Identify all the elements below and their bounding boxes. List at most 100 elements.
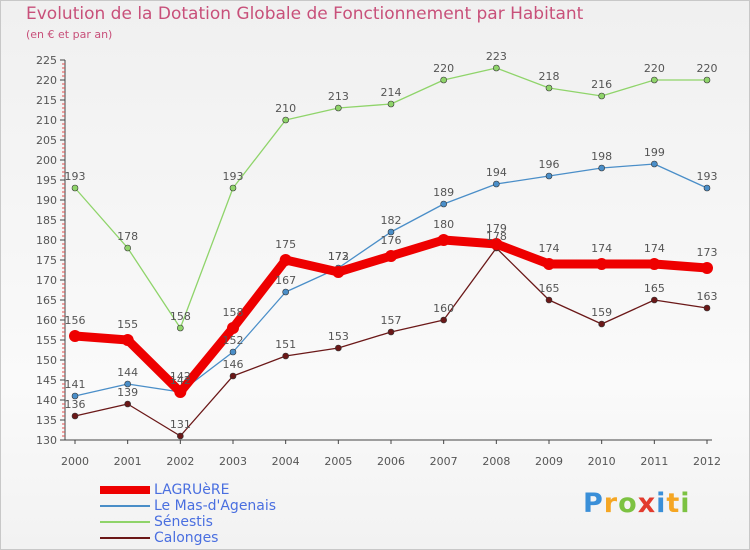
data-point [598, 92, 605, 100]
logo-letter: r [603, 488, 619, 519]
data-label: 155 [117, 318, 138, 331]
x-tick-label: 2008 [482, 455, 510, 468]
data-label: 144 [117, 366, 138, 379]
data-point [651, 296, 658, 304]
data-label: 158 [223, 306, 244, 319]
y-tick-label: 175 [36, 254, 57, 267]
data-label: 172 [328, 250, 349, 263]
data-point [440, 200, 447, 208]
chart-title: Evolution de la Dotation Globale de Fonc… [26, 4, 584, 24]
x-tick-label: 2011 [640, 455, 668, 468]
data-point [279, 254, 292, 266]
data-point [387, 100, 395, 108]
legend-label: Calonges [154, 530, 219, 546]
data-point [177, 432, 184, 440]
y-tick-label: 170 [36, 274, 57, 287]
data-point [493, 180, 500, 188]
y-tick-label: 160 [36, 314, 57, 327]
data-label: 174 [539, 242, 560, 255]
data-label: 173 [697, 246, 718, 259]
data-point [282, 288, 289, 296]
data-label: 189 [433, 186, 454, 199]
data-label: 153 [328, 330, 349, 343]
data-point [227, 322, 239, 334]
y-tick-label: 140 [36, 394, 57, 407]
data-point [490, 238, 503, 250]
data-label: 163 [697, 290, 718, 303]
data-point [229, 372, 237, 380]
data-point [545, 172, 553, 180]
data-point [121, 334, 134, 346]
y-tick-label: 135 [36, 414, 57, 427]
x-tick-label: 2004 [272, 455, 300, 468]
data-label: 220 [433, 62, 454, 75]
data-point [545, 296, 553, 304]
logo-letter: P [583, 488, 604, 519]
data-label: 218 [539, 70, 560, 83]
data-label: 213 [328, 90, 349, 103]
x-tick-label: 2003 [219, 455, 247, 468]
data-point [229, 348, 237, 356]
x-tick-label: 2010 [588, 455, 616, 468]
series-line-le-mas-d-agenais [74, 163, 708, 397]
data-label: 178 [486, 230, 507, 243]
data-label: 198 [591, 150, 612, 163]
data-point [703, 76, 711, 84]
data-label: 165 [539, 282, 560, 295]
data-label: 142 [170, 370, 191, 383]
data-label: 152 [223, 334, 244, 347]
data-label: 193 [65, 170, 86, 183]
data-label: 179 [486, 222, 507, 235]
data-point [598, 164, 605, 172]
x-tick-label: 2007 [430, 455, 458, 468]
chart-axes: 130 135 140 145 150 155 160 165 170 175 180 185 190 1… [36, 54, 721, 468]
chart-subtitle: (en € et par an) [26, 28, 113, 41]
data-label: 131 [170, 418, 191, 431]
data-label: 176 [381, 234, 402, 247]
data-label: 175 [275, 238, 296, 251]
y-tick-label: 145 [36, 374, 57, 387]
logo-letter: i [680, 488, 691, 519]
logo-letter: x [637, 488, 657, 519]
y-tick-label: 150 [36, 354, 57, 367]
legend-swatch [100, 521, 150, 523]
data-point [282, 116, 289, 124]
y-tick-label: 210 [36, 114, 57, 127]
data-point [387, 328, 395, 336]
data-label: 223 [486, 50, 507, 63]
data-label: 182 [381, 214, 402, 227]
y-tick-label: 195 [36, 174, 57, 187]
data-label: 142 [170, 374, 191, 387]
legend-label: Sénestis [154, 514, 213, 530]
data-point [335, 344, 342, 352]
data-point [703, 304, 711, 312]
chart-data-labels: 193 178 158 193 210 213 214 220 223 218 216 220 220 1… [65, 50, 718, 431]
y-tick-label: 200 [36, 154, 57, 167]
y-tick-label: 215 [36, 94, 57, 107]
data-point [124, 380, 131, 388]
data-label: 136 [65, 398, 86, 411]
data-point [543, 258, 555, 270]
x-tick-label: 2001 [114, 455, 142, 468]
x-tick-label: 2002 [166, 455, 194, 468]
data-point [71, 392, 79, 400]
data-label: 158 [170, 310, 191, 323]
data-point [440, 316, 447, 324]
x-tick-label: 2009 [535, 455, 563, 468]
data-point [335, 104, 342, 112]
data-point [648, 258, 661, 270]
data-label: 196 [539, 158, 560, 171]
y-tick-label: 165 [36, 294, 57, 307]
chart-series [69, 64, 713, 440]
data-label: 173 [328, 250, 349, 263]
data-label: 167 [275, 274, 296, 287]
data-label: 146 [223, 358, 244, 371]
data-point [703, 184, 711, 192]
data-label: 174 [644, 242, 665, 255]
data-label: 193 [697, 170, 718, 183]
data-label: 141 [65, 378, 86, 391]
data-label: 156 [65, 314, 86, 327]
data-label: 174 [591, 242, 612, 255]
